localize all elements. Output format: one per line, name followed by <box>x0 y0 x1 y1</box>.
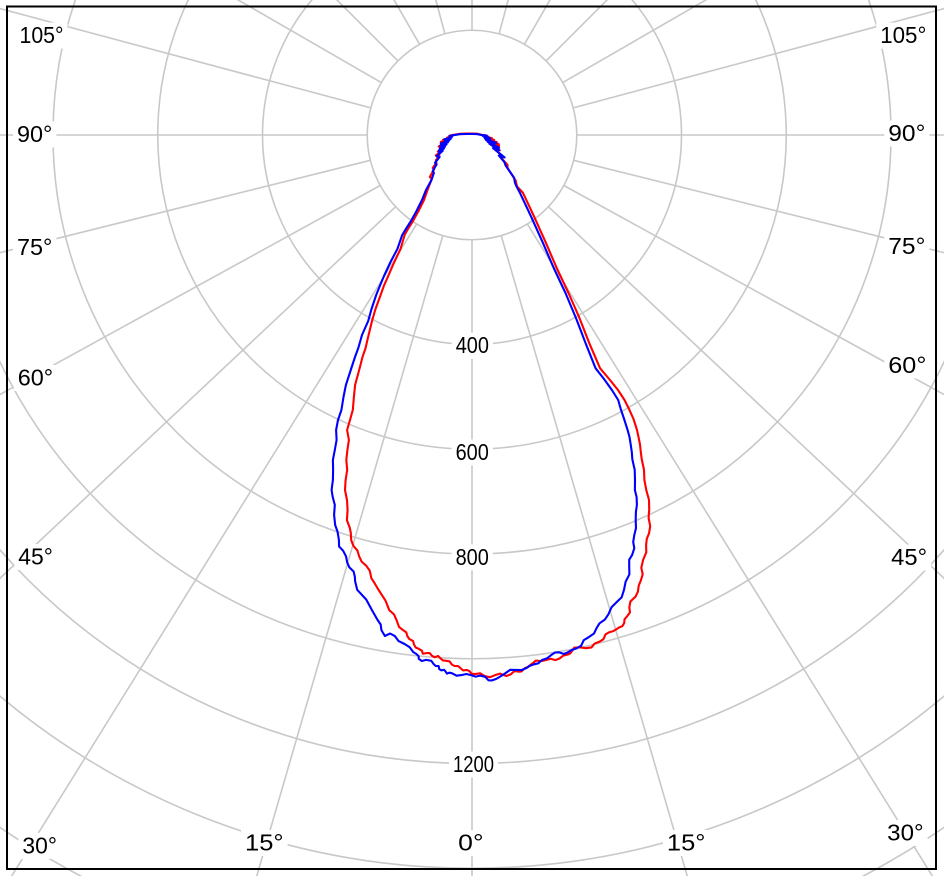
svg-text:1200: 1200 <box>453 751 494 777</box>
svg-text:105°: 105° <box>20 22 64 48</box>
svg-text:45°: 45° <box>18 544 53 570</box>
svg-text:0°: 0° <box>458 830 483 856</box>
svg-text:75°: 75° <box>17 234 52 260</box>
svg-text:600: 600 <box>456 439 489 465</box>
svg-text:90°: 90° <box>17 121 52 147</box>
svg-text:105°: 105° <box>880 22 926 48</box>
svg-text:45°: 45° <box>891 544 927 570</box>
svg-text:400: 400 <box>456 332 489 358</box>
svg-text:30°: 30° <box>887 820 923 846</box>
svg-text:60°: 60° <box>888 352 926 378</box>
svg-text:60°: 60° <box>18 364 53 390</box>
svg-text:75°: 75° <box>888 233 925 259</box>
svg-text:30°: 30° <box>22 832 57 858</box>
svg-text:800: 800 <box>456 544 489 570</box>
svg-text:90°: 90° <box>888 120 925 146</box>
svg-text:15°: 15° <box>667 830 706 856</box>
svg-text:15°: 15° <box>245 830 284 856</box>
